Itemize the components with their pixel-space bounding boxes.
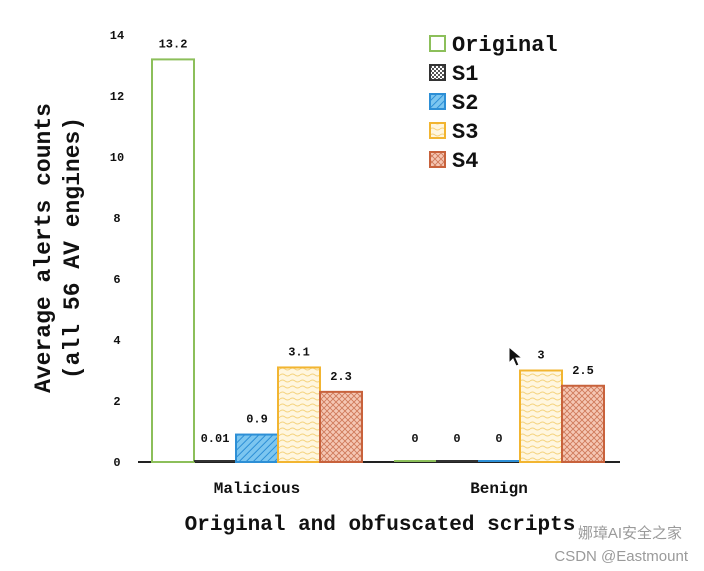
legend-swatch-s1 (429, 64, 446, 81)
watermark-line1: 娜璋AI安全之家 (577, 525, 682, 542)
data-label: 0.9 (246, 413, 268, 427)
data-labels: 13.2 0 0.01 0 0.9 0 3.1 3 2.3 2.5 (159, 37, 594, 446)
data-label: 2.3 (330, 370, 352, 384)
data-label: 3.1 (288, 345, 310, 359)
y-tick-label: 10 (110, 151, 124, 165)
legend-swatch-s4 (429, 151, 446, 168)
legend-label-s4: S4 (452, 149, 478, 174)
x-axis-label: Original and obfuscated scripts (185, 514, 576, 537)
data-label: 0 (453, 432, 460, 446)
y-tick-label: 14 (110, 29, 124, 43)
x-axis: Malicious Benign (214, 480, 528, 498)
bar-s4-malicious (319, 390, 363, 464)
y-axis-label-line1: Average alerts counts (31, 103, 57, 393)
y-tick-label: 6 (113, 273, 120, 287)
bar-s4-benign (561, 384, 605, 463)
x-tick-label: Benign (470, 480, 528, 498)
legend-swatch-s3 (429, 122, 446, 139)
mouse-cursor-icon (508, 346, 524, 367)
legend-swatch-original (429, 35, 446, 52)
y-tick-label: 2 (113, 395, 120, 409)
legend-label-s2: S2 (452, 91, 478, 116)
bar-s2-malicious (235, 433, 279, 463)
y-tick-label: 8 (113, 212, 120, 226)
data-label: 3 (537, 349, 544, 363)
legend-label-s3: S3 (452, 120, 478, 145)
bar-s3-malicious (277, 366, 321, 464)
data-label: 0 (411, 432, 418, 446)
watermark-line2: CSDN @Eastmount (554, 548, 688, 565)
data-label: 0 (495, 432, 502, 446)
data-label: 13.2 (159, 37, 188, 51)
y-tick-label: 0 (113, 456, 120, 470)
x-tick-label: Malicious (214, 480, 300, 498)
legend-swatch-s2 (429, 93, 446, 110)
bar-original-malicious (151, 58, 195, 464)
data-label: 0.01 (201, 432, 230, 446)
bar-s3-benign (519, 369, 563, 463)
legend-label-s1: S1 (452, 62, 478, 87)
data-label: 2.5 (572, 364, 594, 378)
bars (151, 58, 605, 464)
y-tick-label: 12 (110, 90, 124, 104)
y-tick-label: 4 (113, 334, 120, 348)
legend: Original S1 S2 S3 S4 (429, 33, 558, 174)
y-axis-label-line2: (all 56 AV engines) (60, 117, 86, 379)
legend-label-original: Original (452, 33, 558, 58)
